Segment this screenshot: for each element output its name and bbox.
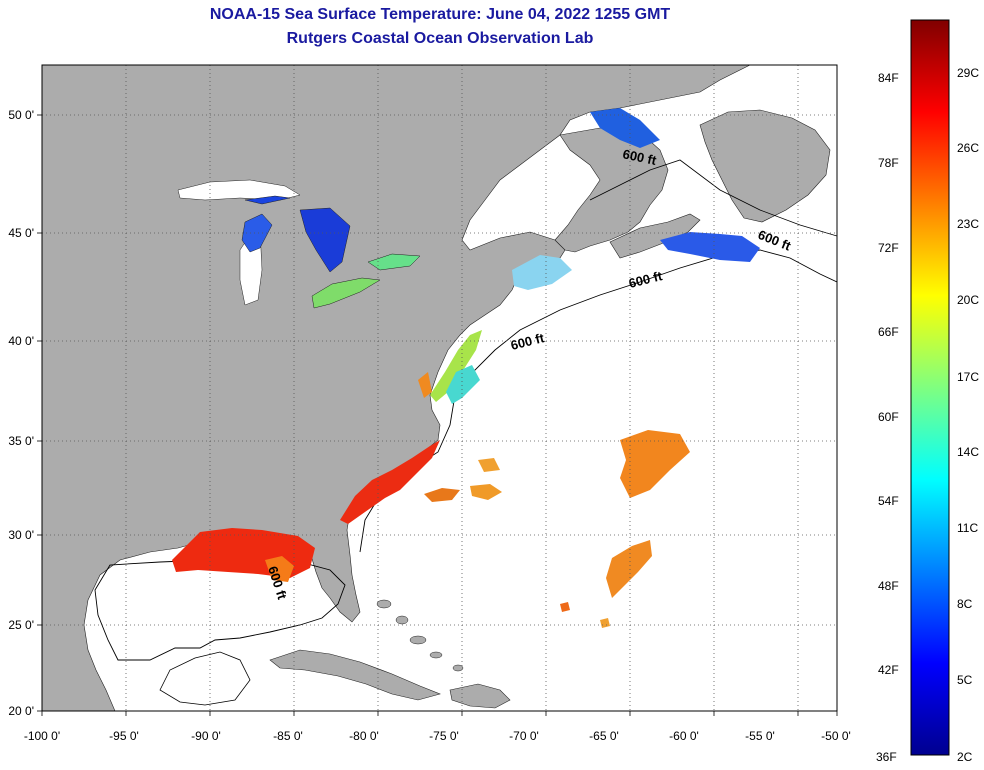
map-grid — [42, 65, 837, 711]
lat-tick-label: 25 0' — [8, 618, 34, 632]
colorbar-f-label: 84F — [878, 71, 899, 85]
colorbar-c-label: 14C — [957, 445, 979, 459]
maritime-land — [554, 127, 669, 253]
newfoundland-land — [699, 109, 831, 223]
colorbar-c-label: 2C — [957, 750, 973, 764]
sst-southeast-warm — [340, 440, 440, 524]
axis-ticks — [37, 114, 838, 716]
sst-gulf-stream-1 — [620, 430, 690, 498]
lon-tick-label: -100 0' — [24, 729, 60, 743]
colorbar-f-label: 78F — [878, 156, 899, 170]
lon-tick-label: -80 0' — [349, 729, 379, 743]
map-title: NOAA-15 Sea Surface Temperature: June 04… — [209, 6, 671, 23]
nova-scotia-land — [609, 213, 701, 259]
colorbar-f-label: 66F — [878, 325, 899, 339]
bahamas-islands — [376, 599, 464, 672]
lat-tick-label: 20 0' — [8, 704, 34, 718]
sst-nova-scotia-blue — [660, 232, 760, 262]
lat-tick-label: 30 0' — [8, 528, 34, 542]
lon-axis: -100 0' -95 0' -90 0' -85 0' -80 0' -75 … — [24, 729, 851, 743]
map-frame — [41, 64, 838, 712]
colorbar-c-label: 8C — [957, 597, 973, 611]
colorbar-c-label: 26C — [957, 141, 979, 155]
colorbar-f-label: 54F — [878, 494, 899, 508]
colorbar-c-label: 17C — [957, 370, 979, 384]
sst-longisland-cyan — [446, 365, 480, 404]
lat-tick-label: 35 0' — [8, 434, 34, 448]
lon-tick-label: -55 0' — [745, 729, 775, 743]
colorbar-f-labels: 84F 78F 72F 66F 60F 54F 48F 42F 36F — [876, 71, 899, 764]
sst-gulf-stream-3 — [424, 488, 460, 502]
lon-tick-label: -60 0' — [669, 729, 699, 743]
colorbar-f-label: 42F — [878, 663, 899, 677]
north-america-land — [42, 65, 751, 711]
map-subtitle: Rutgers Coastal Ocean Observation Lab — [286, 30, 594, 47]
sst-gulf-orange — [265, 556, 294, 582]
sst-chesapeake — [418, 372, 432, 398]
lat-tick-label: 40 0' — [8, 334, 34, 348]
colorbar-f-label: 60F — [878, 410, 899, 424]
caribbean-contour — [159, 651, 251, 706]
colorbar-c-labels: 29C 26C 23C 20C 17C 14C 11C 8C 5C 2C — [957, 66, 979, 764]
lon-tick-label: -75 0' — [429, 729, 459, 743]
sst-midatlantic-green — [430, 330, 482, 402]
colorbar-c-label: 23C — [957, 217, 979, 231]
lon-tick-label: -95 0' — [109, 729, 139, 743]
sst-gulf-of-maine — [512, 255, 572, 290]
lon-tick-label: -90 0' — [191, 729, 221, 743]
colorbar-gradient — [910, 19, 950, 756]
lat-tick-label: 45 0' — [8, 226, 34, 240]
lon-tick-label: -50 0' — [821, 729, 851, 743]
great-lakes — [177, 179, 421, 309]
colorbar-f-label: 48F — [878, 579, 899, 593]
colorbar-c-label: 29C — [957, 66, 979, 80]
hispaniola-land — [449, 683, 511, 709]
colorbar-f-label: 72F — [878, 241, 899, 255]
lon-tick-label: -70 0' — [509, 729, 539, 743]
lat-axis: 50 0' 45 0' 40 0' 35 0' 30 0' 25 0' 20 0… — [8, 108, 34, 718]
lon-tick-label: -65 0' — [589, 729, 619, 743]
map-canvas: 600 ft 600 ft 600 ft 600 ft 600 ft — [42, 65, 837, 711]
contour-label-newfoundland: 600 ft — [621, 146, 658, 168]
sst-gulf-stream-5 — [478, 458, 500, 472]
colorbar-c-label: 5C — [957, 673, 973, 687]
lat-tick-label: 50 0' — [8, 108, 34, 122]
sst-gulf-stream-6 — [560, 602, 570, 612]
sst-gulf-stream-2 — [606, 540, 652, 598]
lon-tick-label: -85 0' — [273, 729, 303, 743]
colorbar-f-label: 36F — [876, 750, 897, 764]
colorbar-c-label: 11C — [957, 521, 978, 535]
colorbar: 84F 78F 72F 66F 60F 54F 48F 42F 36F 29C … — [876, 19, 979, 764]
sst-gulf-stream-4 — [470, 484, 502, 500]
cuba-land — [269, 649, 441, 701]
colorbar-c-label: 20C — [957, 293, 979, 307]
sst-gulf-stream-7 — [600, 618, 610, 628]
sst-gulf-stlawrence — [590, 108, 660, 148]
laurentian-contour — [589, 159, 837, 237]
